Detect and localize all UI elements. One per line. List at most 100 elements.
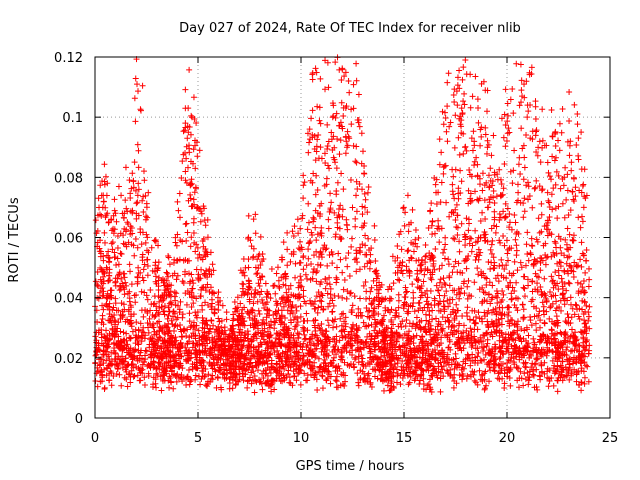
data-point: [483, 275, 490, 282]
data-point: [249, 364, 256, 371]
data-point: [348, 328, 355, 335]
data-point: [347, 360, 354, 367]
data-point: [467, 325, 474, 332]
data-point: [546, 315, 553, 322]
data-point: [569, 236, 576, 243]
data-point: [427, 339, 434, 346]
data-point: [131, 95, 138, 102]
data-point: [130, 177, 137, 184]
data-point: [187, 324, 194, 331]
data-point: [549, 330, 556, 337]
data-point: [312, 207, 319, 214]
data-point: [353, 268, 360, 275]
data-point: [329, 260, 336, 267]
data-point: [156, 298, 163, 305]
data-point: [487, 194, 494, 201]
data-point: [207, 345, 214, 352]
data-point: [533, 236, 540, 243]
data-point: [338, 311, 345, 318]
data-point: [396, 262, 403, 269]
data-point: [582, 320, 589, 327]
data-point: [585, 283, 592, 290]
data-point: [414, 243, 421, 250]
data-point: [183, 381, 190, 388]
data-point: [515, 365, 522, 372]
data-point: [107, 292, 114, 299]
data-point: [507, 279, 514, 286]
data-point: [203, 267, 210, 274]
data-point: [327, 359, 334, 366]
data-point: [566, 262, 573, 269]
data-point: [324, 367, 331, 374]
data-point: [445, 256, 452, 263]
data-point: [554, 260, 561, 267]
data-point: [399, 357, 406, 364]
data-point: [464, 295, 471, 302]
data-point: [277, 321, 284, 328]
data-point: [217, 364, 224, 371]
data-point: [475, 104, 482, 111]
data-point: [342, 69, 349, 76]
data-point: [521, 195, 528, 202]
data-point: [533, 177, 540, 184]
data-point: [319, 385, 326, 392]
data-point: [324, 375, 331, 382]
data-point: [339, 269, 346, 276]
data-point: [133, 215, 140, 222]
data-point: [528, 364, 535, 371]
data-point: [250, 300, 257, 307]
data-point: [202, 366, 209, 373]
data-point: [380, 387, 387, 394]
data-point: [306, 336, 313, 343]
data-point: [422, 259, 429, 266]
data-point: [482, 368, 489, 375]
data-point: [256, 310, 263, 317]
data-point: [257, 355, 264, 362]
data-point: [234, 294, 241, 301]
data-point: [466, 166, 473, 173]
data-point: [455, 134, 462, 141]
data-point: [181, 127, 188, 134]
data-point: [294, 352, 301, 359]
data-point: [251, 290, 258, 297]
data-point: [140, 313, 147, 320]
data-point: [491, 214, 498, 221]
data-point: [536, 339, 543, 346]
data-point: [422, 311, 429, 318]
data-point: [98, 340, 105, 347]
data-point: [485, 172, 492, 179]
data-point: [515, 189, 522, 196]
data-point: [260, 316, 267, 323]
data-point: [344, 128, 351, 135]
data-point: [165, 312, 172, 319]
data-point: [420, 278, 427, 285]
data-point: [323, 181, 330, 188]
data-point: [192, 248, 199, 255]
data-point: [403, 263, 410, 270]
data-point: [401, 222, 408, 229]
data-point: [370, 341, 377, 348]
data-point: [514, 318, 521, 325]
data-point: [311, 146, 318, 153]
data-point: [351, 256, 358, 263]
data-point: [564, 171, 571, 178]
data-point: [408, 335, 415, 342]
data-point: [488, 241, 495, 248]
data-point: [471, 336, 478, 343]
data-point: [156, 318, 163, 325]
data-point: [399, 367, 406, 374]
data-point: [548, 335, 555, 342]
data-point: [193, 205, 200, 212]
data-point: [438, 225, 445, 232]
data-point: [364, 333, 371, 340]
data-point: [187, 195, 194, 202]
data-point: [477, 249, 484, 256]
data-point: [170, 313, 177, 320]
data-point: [516, 344, 523, 351]
data-point: [424, 301, 431, 308]
data-point: [307, 177, 314, 184]
data-point: [582, 269, 589, 276]
data-point: [374, 375, 381, 382]
data-point: [426, 312, 433, 319]
data-point: [293, 377, 300, 384]
